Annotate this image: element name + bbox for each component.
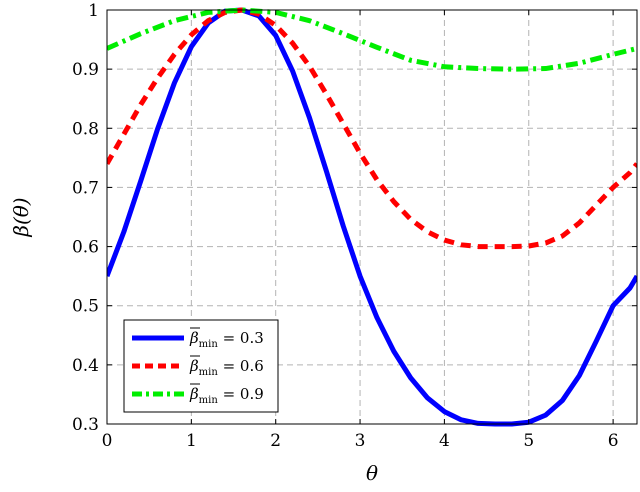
x-tick-label: 5 [523,431,534,451]
y-tick-label: 0.7 [72,178,99,198]
y-axis-label: β(θ) [9,197,33,237]
grid [107,10,637,424]
legend-label-3: βmin = 0.9 [189,385,264,406]
legend-symbol: β [189,385,199,403]
legend-symbol: β [189,329,199,347]
legend-label-2: βmin = 0.6 [189,357,264,378]
y-tick-label: 0.6 [72,238,99,258]
plot-frame [106,9,638,425]
x-axis-label: θ [366,461,378,485]
legend-subscript: min [199,395,219,406]
x-tick-label: 3 [355,431,366,451]
x-tick-label: 4 [439,431,450,451]
y-tick-label: 1 [88,1,99,21]
series-lines [107,7,637,427]
x-tick-label: 1 [186,431,197,451]
y-tick-label: 0.9 [72,60,99,80]
y-tick-label: 0.4 [72,356,99,376]
legend-subscript: min [199,367,219,378]
series-line-3 [107,7,637,72]
plot-border [106,9,638,425]
legend-value: = 0.9 [218,385,264,403]
x-tick-label: 6 [608,431,619,451]
series-line-2 [107,7,637,250]
legend-value: = 0.6 [218,357,264,375]
legend-label-1: βmin = 0.3 [189,329,264,350]
y-tick-label: 0.5 [72,297,99,317]
series-line-1 [107,7,637,427]
x-tick-label: 2 [270,431,281,451]
tick-labels: 0 1 2 3 4 5 6 0.3 0.4 0.5 0.6 0.7 0.8 0.9 1 [72,1,619,451]
legend-value: = 0.3 [218,329,264,347]
y-tick-label: 0.3 [72,415,99,435]
x-tick-label: 0 [102,431,113,451]
legend-symbol: β [189,357,199,375]
y-tick-label: 0.8 [72,119,99,139]
legend-subscript: min [199,339,219,350]
